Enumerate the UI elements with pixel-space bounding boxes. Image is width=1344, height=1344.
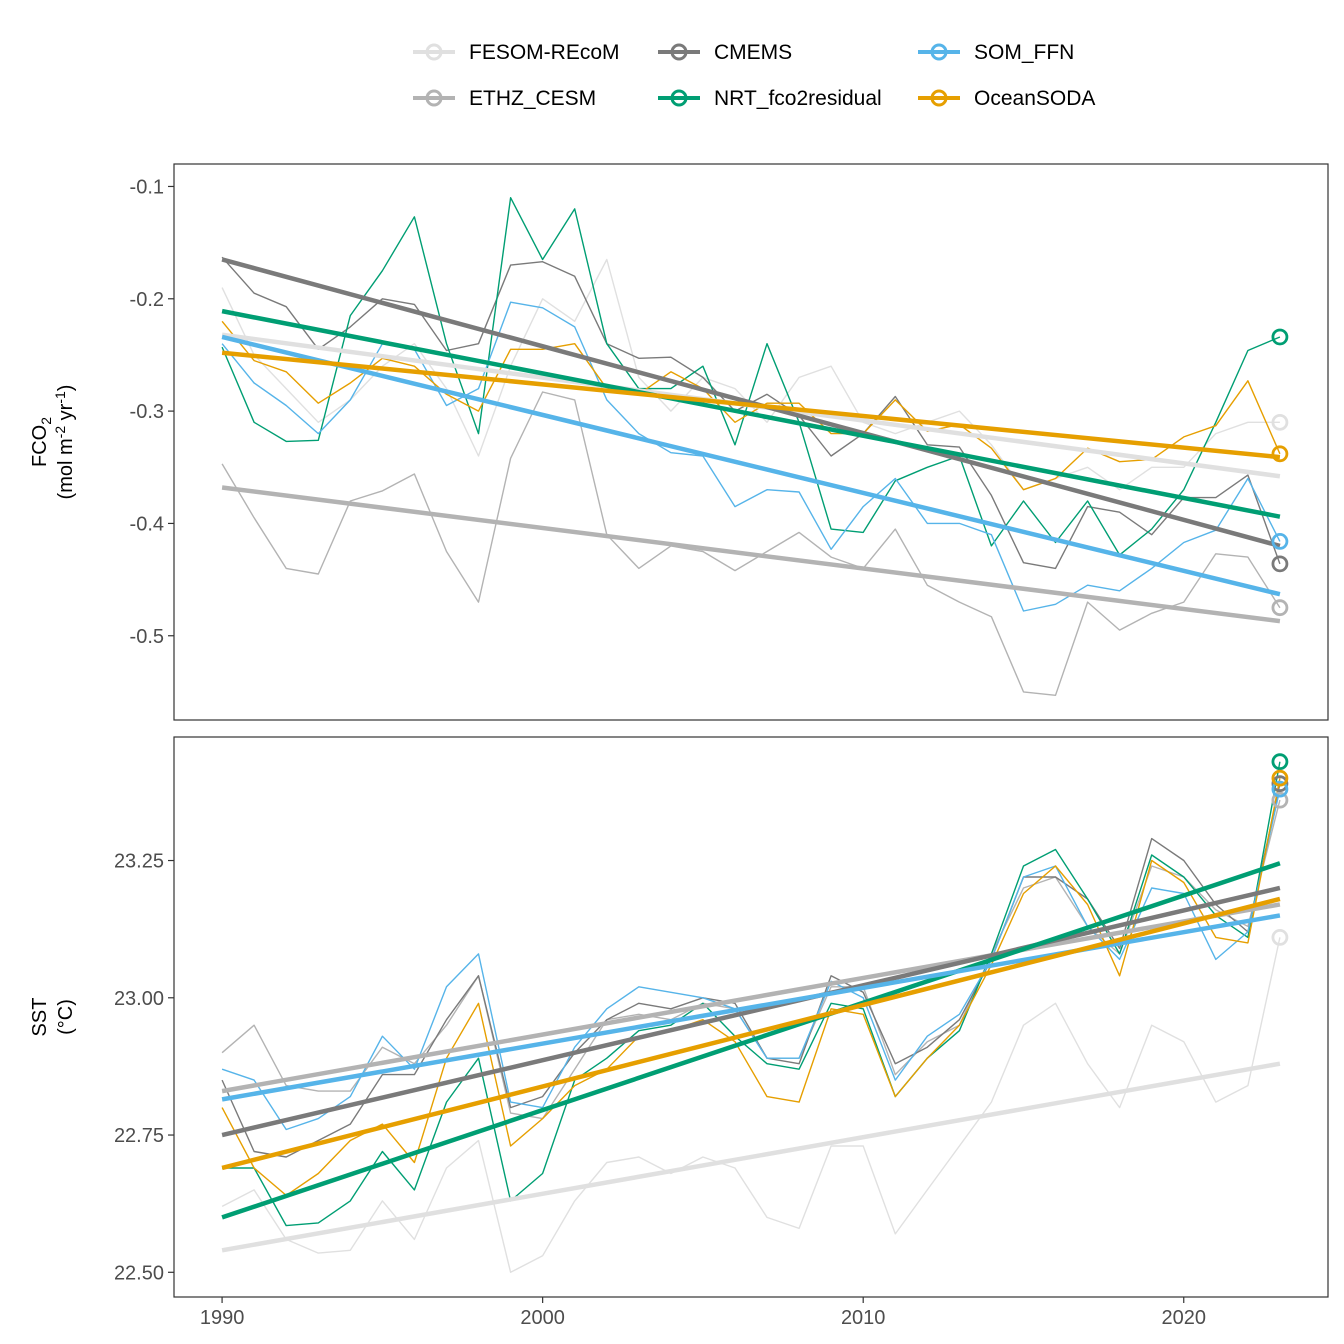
sst-trend-som-ffn [221,913,1281,1102]
legend-label-fesom-recom: FESOM-REcoM [469,41,620,64]
sst-trend-lines [221,861,1281,1253]
legend-label-som-ffn: SOM_FFN [974,41,1074,64]
fco2-series-lines [221,196,1281,696]
fco2-y-axis-title: FCO2 [29,417,54,467]
sst-endpoint-nrt-fco2residual [1271,753,1289,771]
legend-item-ethz-cesm: ETHZ_CESM [413,87,596,110]
legend-key-marker [930,89,948,107]
sst-trend-nrt-fco2residual [221,861,1281,1220]
sst-line-som-ffn [221,789,1281,1131]
fco2-y-tick-label: -0.3 [130,401,164,423]
legend-item-cmems: CMEMS [658,41,792,64]
sst-trend-cmems [221,885,1281,1138]
fco2-endpoint-fesom-recom [1271,413,1289,431]
fco2-y-tick-label: -0.5 [130,626,164,648]
sst-y-tick-label: 23.00 [114,988,164,1010]
sst-panel-border [173,736,1329,1298]
fco2-panel: -0.1 -0.2 -0.3 -0.4 -0.5 FCO2 (mol m-2 yr-1) [29,163,1329,721]
sst-trend-oceansoda [221,896,1281,1171]
legend-key-marker [425,43,443,61]
legend-item-nrt-fco2residual: NRT_fco2residual [658,87,882,110]
x-tick-label: 2020 [1162,1307,1207,1329]
fco2-line-ethz-cesm [221,391,1281,696]
sst-trend-ethz-cesm [221,902,1281,1094]
fco2-endpoint-ethz-cesm [1271,599,1289,617]
sst-panel: 22.50 22.75 23.00 23.25 1990 2000 2010 2020 SS… [29,736,1329,1329]
fco2-y-tick-label: -0.2 [130,289,164,311]
legend-key-marker [670,89,688,107]
legend-key-marker [930,43,948,61]
legend-label-ethz-cesm: ETHZ_CESM [469,87,596,110]
sst-line-nrt-fco2residual [222,761,1281,1227]
fco2-units-part: ) [55,385,77,392]
fco2-y-tick-label: -0.4 [130,513,164,535]
fco2-y-tick-label: -0.1 [130,176,164,198]
fco2-trend-nrt-fco2residual [221,308,1281,519]
sst-endpoint-oceansoda [1271,769,1289,787]
sst-y-tick-label: 23.25 [114,851,164,873]
sst-endpoint-fesom-recom [1271,928,1289,946]
sst-y-axis-units: (°C) [55,999,77,1035]
fco2-trend-oceansoda [221,350,1281,460]
fco2-trend-som-ffn [221,334,1281,597]
legend-key-marker [425,89,443,107]
fco2-units-part: yr [55,403,77,426]
fco2-line-nrt-fco2residual [221,196,1281,556]
fco2-y-axis-title-subscript: 2 [38,417,54,425]
x-axis: 1990 2000 2010 2020 [200,1297,1206,1329]
fco2-y-axis: -0.1 -0.2 -0.3 -0.4 -0.5 [130,176,174,648]
fco2-endpoint-som-ffn [1271,533,1289,550]
sst-endpoint-ethz-cesm [1271,791,1289,809]
legend-label-cmems: CMEMS [714,41,792,64]
x-tick-label: 2010 [841,1307,886,1329]
fco2-endpoint-markers [1271,328,1289,617]
fco2-y-axis-units: (mol m-2 yr-1) [52,385,77,500]
sst-y-tick-label: 22.50 [114,1262,164,1284]
fco2-y-axis-title-main: FCO [29,425,51,467]
sst-trend-fesom-recom [221,1061,1281,1253]
x-tick-label: 1990 [200,1307,245,1329]
sst-y-tick-label: 22.75 [114,1125,164,1147]
x-tick-label: 2000 [520,1307,565,1329]
fco2-units-part: (mol m [55,438,77,499]
legend-key-marker [670,43,688,61]
legend-item-som-ffn: SOM_FFN [918,41,1074,64]
fco2-trend-ethz-cesm [221,485,1281,624]
fco2-endpoint-nrt-fco2residual [1271,328,1289,346]
sst-line-oceansoda [221,778,1281,1197]
sst-series-lines [221,761,1281,1274]
legend-label-oceansoda: OceanSODA [974,87,1095,110]
fco2-panel-border [173,163,1329,721]
legend-item-fesom-recom: FESOM-REcoM [413,41,620,64]
sst-endpoint-markers [1271,753,1289,946]
legend-item-oceansoda: OceanSODA [918,87,1095,110]
fco2-trend-lines [221,257,1281,624]
fco2-units-exp1: -2 [52,426,68,439]
sst-y-axis: 22.50 22.75 23.00 23.25 [114,851,174,1284]
legend-label-nrt-fco2residual: NRT_fco2residual [714,87,882,110]
legend: FESOM-REcoM ETHZ_CESM CMEMS NRT_fco2residua… [413,41,1095,110]
fco2-units-exp2: -1 [52,391,68,404]
sst-endpoint-cmems [1271,775,1289,793]
sst-y-axis-title: SST [29,998,51,1037]
fco2-endpoint-cmems [1271,555,1289,573]
fco2-endpoint-oceansoda [1271,445,1289,463]
sst-endpoint-som-ffn [1271,780,1289,798]
